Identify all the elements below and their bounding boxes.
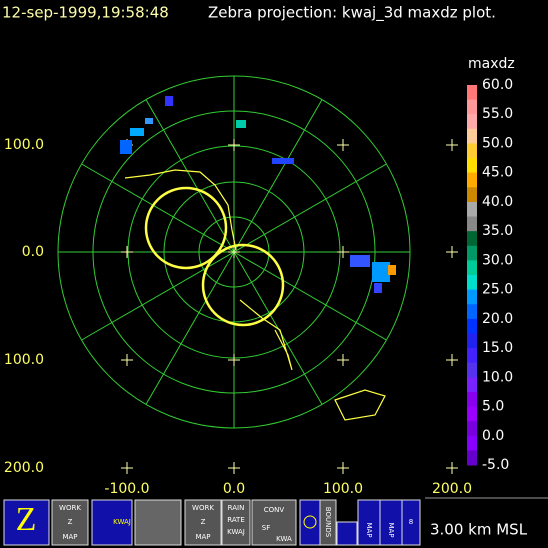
icon-text: SF [262, 524, 270, 532]
colorbar-label: 50.0 [482, 135, 513, 151]
icon-text: CONV [264, 506, 285, 514]
color-swatch [467, 377, 477, 393]
rings-icon[interactable] [299, 499, 321, 546]
colorbar-label: 40.0 [482, 194, 513, 210]
color-swatch [467, 99, 477, 115]
color-swatch [467, 348, 477, 364]
color-swatch [467, 128, 477, 144]
color-swatch [467, 85, 477, 101]
x-axis-label: -100.0 [104, 481, 149, 497]
timestamp: 12-sep-1999,19:58:48 [2, 4, 169, 22]
color-swatch [467, 450, 477, 466]
colorbar-label: 30.0 [482, 252, 513, 268]
conv-icon[interactable] [251, 499, 297, 546]
color-swatch [467, 406, 477, 422]
rain-rate-icon[interactable] [221, 499, 251, 546]
color-swatch [467, 304, 477, 320]
kwaj-icon[interactable] [91, 499, 133, 546]
x-axis-label: 200.0 [432, 481, 472, 497]
rings-glyph [303, 515, 317, 529]
icon-text: KWA [276, 535, 292, 543]
colorbar-label: 10.0 [482, 369, 513, 385]
icon-text: Z [201, 518, 206, 526]
bounds-icon[interactable] [319, 499, 337, 546]
icon-text: RATE [227, 516, 245, 524]
x-axis-label: 0.0 [223, 481, 245, 497]
color-swatch [467, 435, 477, 451]
icon-text: RAIN [228, 504, 245, 512]
color-swatch [467, 187, 477, 203]
colorbar-label: 45.0 [482, 165, 513, 181]
color-swatch [467, 201, 477, 218]
zebra-icon[interactable] [3, 499, 50, 546]
loop-glyph: 8 [409, 518, 413, 526]
color-swatch [467, 275, 477, 291]
color-swatch [467, 158, 477, 174]
work-map-icon[interactable] [184, 499, 222, 546]
echoes [120, 96, 396, 293]
colorbar-label: 0.0 [482, 428, 504, 444]
color-swatch [467, 114, 477, 130]
y-axis-label: 100.0 [4, 137, 44, 153]
colorbar-label: 20.0 [482, 311, 513, 327]
toolbar: Z WORK Z MAP KWAJ WORK Z MAP RAIN RATE K… [3, 499, 528, 546]
color-swatch [467, 231, 477, 247]
icon-text: KWAJ [227, 528, 245, 536]
color-swatch [467, 333, 477, 349]
colorbar-label: 55.0 [482, 106, 513, 122]
colorbar-label: 5.0 [482, 399, 504, 415]
colorbar-label: 60.0 [482, 77, 513, 93]
icon-text: Z [68, 518, 73, 526]
icon-text: MAP [387, 522, 395, 537]
colorbar: 60.0 55.0 50.0 45.0 40.0 35.0 30.0 25.0 20.0 15.0… [467, 77, 513, 473]
color-swatch [467, 143, 477, 159]
coastlines [124, 169, 386, 421]
color-swatch [467, 362, 477, 378]
color-swatch [467, 289, 477, 305]
colorbar-label: -5.0 [482, 457, 509, 473]
y-axis-label: 100.0 [4, 352, 44, 368]
y-axis-label: 0.0 [22, 244, 44, 260]
loop-icon[interactable] [401, 499, 421, 546]
color-swatch [467, 260, 477, 276]
colorbar-label: 35.0 [482, 223, 513, 239]
radar-plot [57, 75, 458, 474]
icon-text: BOUNDS [324, 507, 332, 538]
plot-title: Zebra projection: kwaj_3d maxdz plot. [208, 4, 496, 23]
icon-text: WORK [59, 504, 81, 512]
radar-icon[interactable] [134, 499, 182, 546]
colorbar-label: 15.0 [482, 340, 513, 356]
icon-text: MAP [365, 522, 373, 537]
grid-icon[interactable] [336, 521, 358, 546]
color-swatch [467, 391, 477, 408]
icon-text: MAP [195, 533, 210, 541]
svg-text:Z: Z [16, 501, 37, 538]
y-axis-label: 200.0 [4, 460, 44, 476]
color-swatch [467, 245, 477, 261]
colorbar-title: maxdz [468, 56, 515, 72]
color-swatch [467, 172, 477, 188]
work-map-icon[interactable] [51, 499, 89, 546]
icon-text: KWAJ [113, 518, 131, 526]
altitude: 3.00 km MSL [430, 521, 528, 539]
colorbar-label: 25.0 [482, 282, 513, 298]
icon-text: MAP [62, 533, 77, 541]
color-swatch [467, 318, 477, 334]
color-swatch [467, 216, 477, 232]
x-axis-label: 100.0 [323, 481, 363, 497]
color-swatch [467, 421, 477, 437]
icon-text: WORK [192, 504, 214, 512]
